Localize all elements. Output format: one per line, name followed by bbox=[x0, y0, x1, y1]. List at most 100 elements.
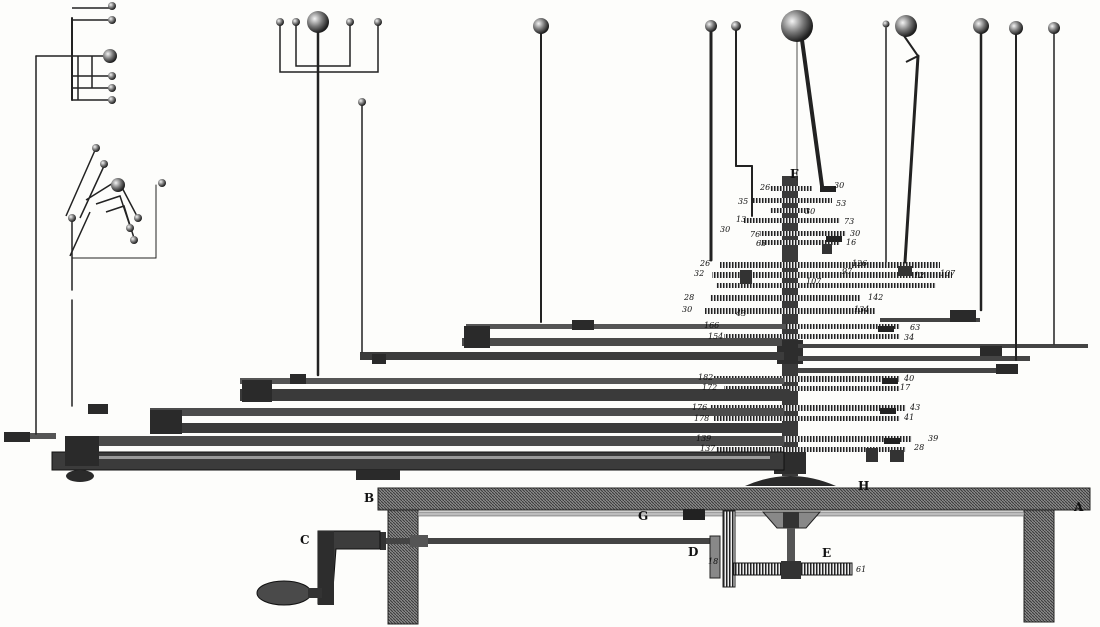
arm-right-3 bbox=[798, 368, 1000, 373]
planet-sphere bbox=[130, 236, 138, 244]
label-D: D bbox=[688, 545, 698, 559]
gear-number: 32 bbox=[694, 269, 704, 278]
gear-number: 13 bbox=[736, 215, 746, 224]
jupiter-frame bbox=[279, 24, 379, 73]
hub bbox=[996, 364, 1018, 374]
gear-number: 17 bbox=[900, 383, 911, 392]
planet-sphere bbox=[533, 18, 549, 34]
arm-6 bbox=[240, 378, 784, 384]
arm-1-highlight bbox=[70, 456, 770, 459]
gear-number: 142 bbox=[868, 293, 883, 302]
shaft-collar-2 bbox=[410, 535, 428, 547]
hub bbox=[65, 436, 99, 466]
gear-number: 43 bbox=[909, 403, 920, 412]
drive-train bbox=[256, 510, 853, 606]
arm-5 bbox=[240, 389, 790, 401]
planet-sphere bbox=[973, 18, 989, 34]
rod bbox=[903, 54, 920, 264]
planet-sphere bbox=[1009, 21, 1023, 35]
planet-sphere bbox=[358, 98, 366, 106]
planet-sphere bbox=[126, 224, 134, 232]
pinion bbox=[884, 438, 900, 444]
gear bbox=[714, 416, 900, 421]
planet-sphere bbox=[895, 15, 917, 37]
worm-gear bbox=[722, 510, 736, 588]
pinion bbox=[820, 186, 836, 192]
gear-number: 63 bbox=[756, 239, 766, 248]
gear bbox=[724, 334, 900, 339]
gear-number: 134 bbox=[854, 305, 869, 314]
gear bbox=[712, 272, 952, 278]
pinion bbox=[882, 378, 898, 384]
planet-sphere bbox=[108, 16, 116, 24]
gear bbox=[770, 186, 812, 191]
gear-number: 26 bbox=[759, 183, 770, 192]
rod bbox=[800, 38, 824, 188]
central-bearing-core bbox=[783, 512, 799, 528]
drive-shaft bbox=[386, 538, 714, 544]
planet-sphere bbox=[108, 2, 116, 10]
bearing-block-G bbox=[683, 509, 705, 520]
gear-number: 176 bbox=[692, 403, 707, 412]
gear-numbers: 26 30 35 53 30 13 73 30 76 30 63 16 26 1… bbox=[682, 181, 956, 574]
pinion bbox=[866, 448, 878, 462]
gear-number: 73 bbox=[844, 217, 854, 226]
arm-right-2 bbox=[798, 356, 1030, 361]
gear-number: 182 bbox=[698, 373, 713, 382]
planet-sphere bbox=[276, 18, 284, 26]
gear-number: 166 bbox=[704, 321, 719, 330]
planets bbox=[68, 2, 1060, 244]
planet-sphere bbox=[111, 178, 125, 192]
wheel-E-hub bbox=[781, 561, 801, 579]
hub bbox=[242, 380, 272, 402]
shaft-collar bbox=[380, 532, 386, 550]
gear-number: 12 bbox=[914, 271, 924, 280]
pinion bbox=[880, 408, 896, 414]
gear-number: 107 bbox=[806, 277, 822, 286]
arm-8 bbox=[462, 338, 782, 346]
gear-number: 39 bbox=[928, 434, 938, 443]
table bbox=[377, 476, 1091, 625]
label-C: C bbox=[300, 533, 310, 547]
gear bbox=[752, 198, 832, 203]
gear bbox=[714, 376, 900, 382]
planet-sphere bbox=[158, 179, 166, 187]
hub bbox=[88, 404, 108, 414]
base-disc bbox=[745, 476, 836, 486]
planet-sphere bbox=[108, 72, 116, 80]
gear-number: 172 bbox=[702, 383, 717, 392]
gear-number: 35 bbox=[738, 197, 748, 206]
gear-number: 30 bbox=[682, 305, 692, 314]
planet-sphere bbox=[108, 84, 116, 92]
gear-number: 76 bbox=[750, 230, 760, 239]
gear bbox=[705, 308, 875, 314]
label-A: A bbox=[1073, 500, 1084, 514]
gear-number: 30 bbox=[834, 181, 844, 190]
planet-sphere bbox=[134, 214, 142, 222]
label-H: H bbox=[858, 479, 869, 493]
gear-number: 30 bbox=[850, 229, 860, 238]
gear-number: 97 bbox=[842, 267, 853, 276]
gear-number: 178 bbox=[694, 414, 709, 423]
planet-sphere bbox=[781, 10, 813, 42]
hub bbox=[356, 470, 400, 480]
gear-number: 154 bbox=[708, 332, 723, 341]
hub bbox=[464, 326, 490, 348]
pinion bbox=[890, 450, 904, 462]
table-leg-right bbox=[1023, 509, 1055, 623]
arm-1 bbox=[51, 451, 785, 471]
gear-number: 43 bbox=[735, 309, 746, 318]
gear-number: 16 bbox=[846, 238, 856, 247]
gear-number: 28 bbox=[683, 293, 694, 302]
gear bbox=[716, 447, 906, 452]
planet-sphere bbox=[108, 96, 116, 104]
gear-number: 30 bbox=[805, 207, 815, 216]
planet-rods bbox=[35, 17, 1055, 435]
crank-handle[interactable] bbox=[256, 580, 312, 606]
hub-foot bbox=[66, 470, 94, 482]
pinion bbox=[826, 236, 842, 242]
arm-9 bbox=[466, 324, 786, 329]
planet-sphere bbox=[103, 49, 117, 63]
hub bbox=[290, 374, 306, 384]
